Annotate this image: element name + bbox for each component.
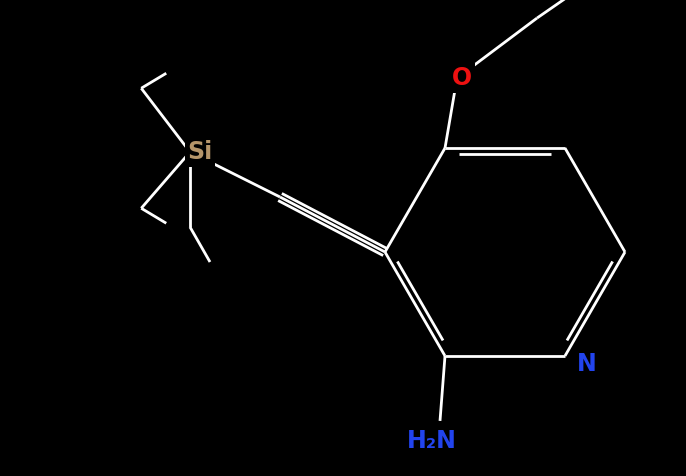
Text: O: O — [452, 66, 472, 90]
Text: H₂N: H₂N — [407, 429, 457, 453]
Text: Si: Si — [187, 140, 213, 164]
Text: N: N — [577, 352, 597, 376]
